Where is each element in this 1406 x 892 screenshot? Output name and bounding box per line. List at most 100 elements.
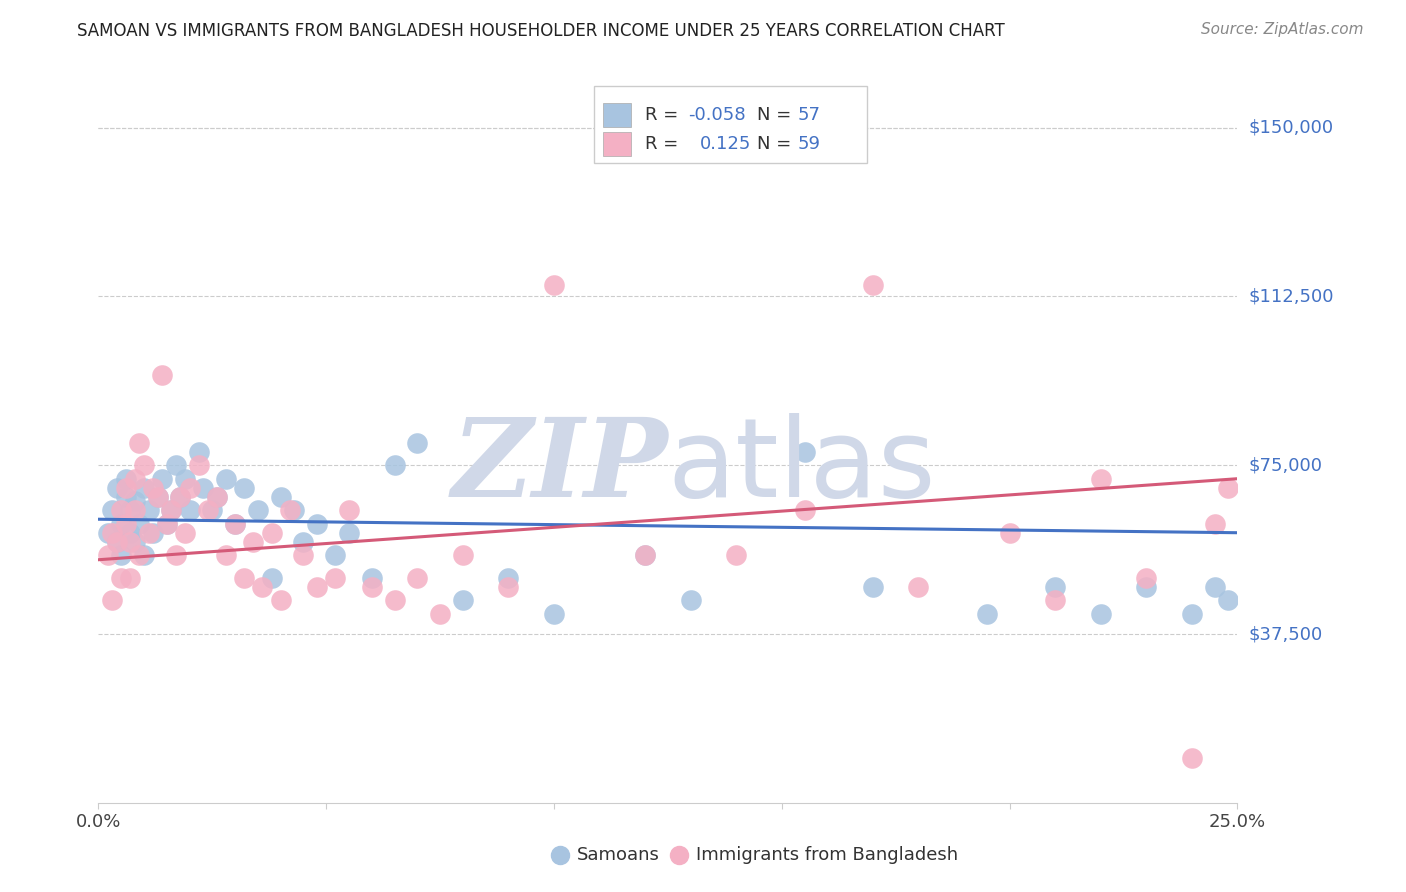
Text: 0.125: 0.125 [700, 135, 751, 153]
Point [307, 580, 329, 594]
Text: -0.058: -0.058 [689, 106, 747, 124]
Point [233, 481, 256, 495]
Point [323, 548, 346, 562]
Text: N =: N = [756, 135, 797, 153]
Point [1135, 580, 1157, 594]
Point [179, 503, 201, 517]
Point [498, 571, 520, 585]
Point [110, 516, 132, 531]
Point [114, 472, 136, 486]
Text: Immigrants from Bangladesh: Immigrants from Bangladesh [696, 847, 959, 864]
Point [384, 593, 406, 607]
Point [1090, 607, 1112, 621]
Point [292, 534, 315, 549]
FancyBboxPatch shape [593, 86, 868, 163]
Point [384, 458, 406, 473]
Point [128, 548, 150, 562]
Text: R =: R = [645, 106, 685, 124]
Point [128, 435, 150, 450]
Text: $37,500: $37,500 [1249, 625, 1323, 643]
Point [862, 278, 884, 293]
Point [179, 481, 201, 495]
Point [101, 525, 124, 540]
Point [142, 481, 165, 495]
Point [120, 571, 142, 585]
Point [406, 571, 429, 585]
Point [307, 516, 329, 531]
Point [292, 548, 315, 562]
Point [1090, 472, 1112, 486]
Point [429, 607, 451, 621]
Point [242, 534, 264, 549]
Point [120, 525, 142, 540]
Bar [603, 103, 631, 128]
Point [110, 571, 132, 585]
Point [278, 503, 301, 517]
Point [793, 503, 815, 517]
Point [169, 490, 191, 504]
Point [543, 607, 565, 621]
Point [150, 472, 173, 486]
Point [132, 548, 155, 562]
Point [337, 525, 360, 540]
Point [323, 571, 346, 585]
Text: ZIP: ZIP [451, 413, 668, 520]
Point [498, 580, 520, 594]
Point [165, 458, 187, 473]
Point [120, 534, 142, 549]
Point [725, 548, 748, 562]
Point [360, 571, 382, 585]
Point [128, 516, 150, 531]
Point [1043, 593, 1066, 607]
Point [160, 503, 183, 517]
Point [110, 548, 132, 562]
Point [907, 580, 929, 594]
Point [110, 503, 132, 517]
Point [1204, 516, 1226, 531]
Point [96, 548, 118, 562]
Text: R =: R = [645, 135, 685, 153]
Point [132, 481, 155, 495]
Text: SAMOAN VS IMMIGRANTS FROM BANGLADESH HOUSEHOLDER INCOME UNDER 25 YEARS CORRELATI: SAMOAN VS IMMIGRANTS FROM BANGLADESH HOU… [77, 22, 1005, 40]
Point [96, 525, 118, 540]
Point [105, 534, 128, 549]
Point [174, 525, 197, 540]
Point [224, 516, 246, 531]
Point [187, 444, 209, 458]
Text: atlas: atlas [668, 413, 936, 520]
Point [215, 472, 238, 486]
Point [138, 503, 160, 517]
Point [998, 525, 1021, 540]
Point [114, 516, 136, 531]
Point [793, 444, 815, 458]
Text: N =: N = [756, 106, 797, 124]
Point [270, 490, 292, 504]
Point [150, 368, 173, 383]
Point [142, 525, 165, 540]
Point [205, 490, 228, 504]
Point [193, 481, 215, 495]
Point [406, 435, 429, 450]
Point [205, 490, 228, 504]
Point [1181, 751, 1204, 765]
Point [156, 516, 179, 531]
Point [634, 548, 657, 562]
Text: 57: 57 [797, 106, 821, 124]
Text: Source: ZipAtlas.com: Source: ZipAtlas.com [1201, 22, 1364, 37]
Point [1181, 607, 1204, 621]
Point [679, 593, 702, 607]
Point [120, 503, 142, 517]
Point [124, 534, 146, 549]
Point [215, 548, 238, 562]
Point [201, 503, 224, 517]
Point [246, 503, 269, 517]
Point [169, 490, 191, 504]
Point [1043, 580, 1066, 594]
Text: Samoans: Samoans [576, 847, 659, 864]
Point [260, 525, 283, 540]
Point [360, 580, 382, 594]
Point [976, 607, 998, 621]
Point [451, 548, 474, 562]
Point [634, 548, 657, 562]
Point [146, 490, 169, 504]
